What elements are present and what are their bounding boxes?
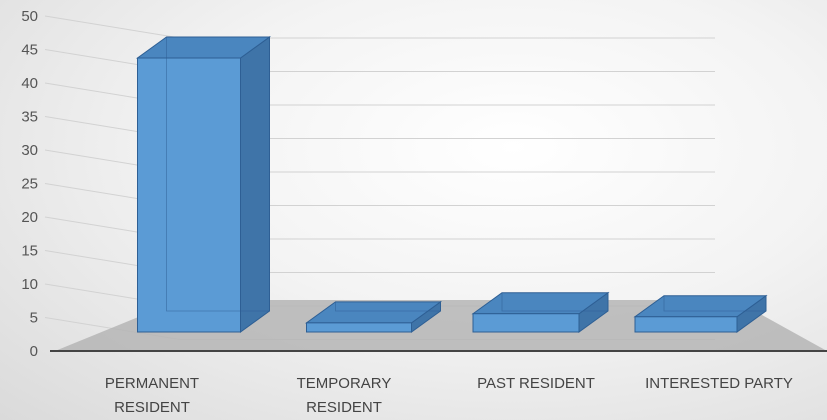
bar-front-face [472, 313, 580, 333]
x-category-label-line: TEMPORARY [297, 375, 392, 392]
y-axis-ticks: 0 5 10 15 20 25 30 35 40 45 50 [21, 8, 38, 360]
x-category-label: PAST RESIDENT [477, 375, 595, 392]
bar-back-edge [663, 295, 766, 312]
bar-back-edge [166, 37, 270, 312]
y-tick-label: 50 [21, 8, 38, 25]
x-category-label-line: PAST RESIDENT [477, 375, 595, 392]
bar [135, 36, 272, 333]
y-tick-label: 10 [21, 276, 38, 293]
y-tick-label: 0 [30, 343, 38, 360]
y-tick-label: 45 [21, 42, 38, 59]
gridline-diagonal [44, 15, 181, 39]
y-tick-label: 30 [21, 142, 38, 159]
y-tick-label: 5 [30, 310, 38, 327]
bar [471, 291, 610, 333]
bar-front-face [634, 316, 738, 333]
bar-back-edge [335, 301, 441, 312]
bar [633, 294, 768, 333]
bar-front-face [306, 322, 412, 333]
y-tick-label: 25 [21, 176, 38, 193]
y-tick-label: 35 [21, 109, 38, 126]
y-tick-label: 15 [21, 243, 38, 260]
x-category-label-line: INTERESTED PARTY [645, 375, 793, 392]
x-category-label: INTERESTED PARTY [645, 375, 793, 392]
bar-side-face [240, 36, 270, 333]
x-category-label-line: RESIDENT [114, 399, 190, 416]
x-category-label-line: RESIDENT [306, 399, 382, 416]
y-tick-label: 40 [21, 75, 38, 92]
bars [135, 36, 768, 333]
x-category-label: PERMANENT RESIDENT [105, 375, 199, 416]
y-tick-label: 20 [21, 209, 38, 226]
bar-front-face [137, 57, 241, 333]
bar-back-edge [501, 292, 608, 312]
x-axis-labels: PERMANENT RESIDENT TEMPORARY RESIDENT PAST R… [105, 375, 793, 416]
bar [304, 300, 443, 333]
x-category-label-line: PERMANENT [105, 375, 199, 392]
x-category-label: TEMPORARY RESIDENT [297, 375, 392, 416]
